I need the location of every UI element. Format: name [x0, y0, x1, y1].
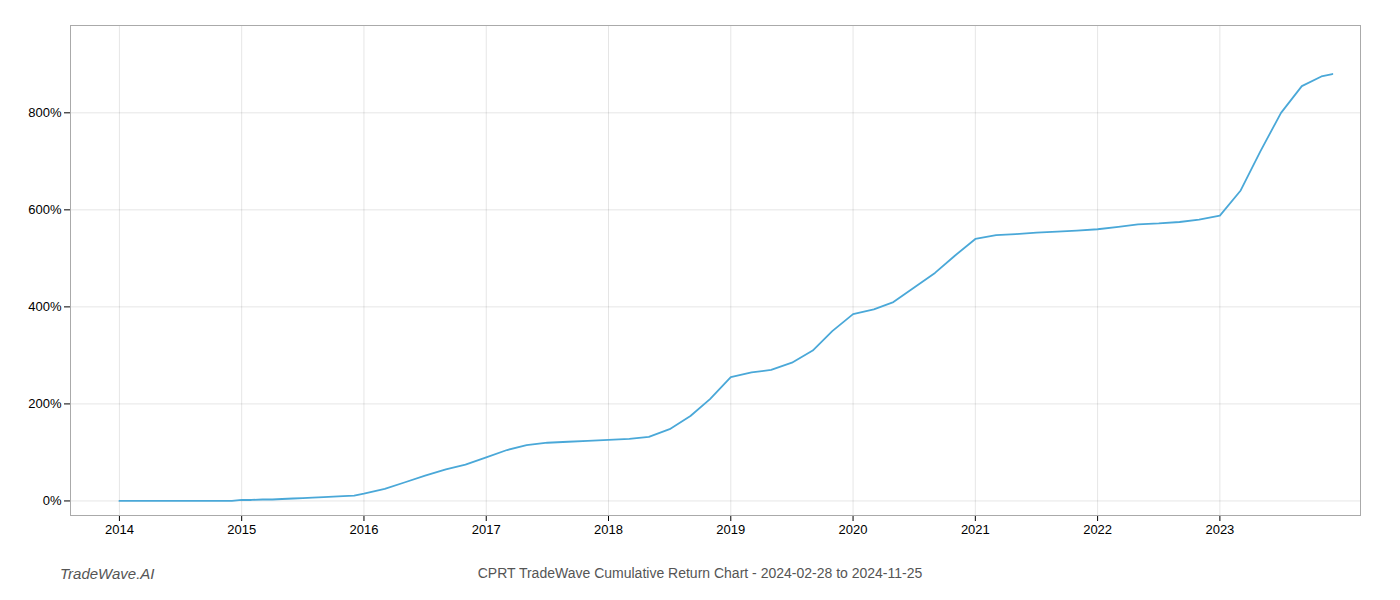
svg-text:600%: 600%: [28, 202, 62, 217]
html-text:TradeWave.AI: TradeWave.AI: [60, 565, 155, 582]
svg-text:2022: 2022: [1083, 522, 1112, 537]
svg-text:0%: 0%: [43, 493, 62, 508]
svg-text:2023: 2023: [1205, 522, 1234, 537]
svg-text:2018: 2018: [594, 522, 623, 537]
svg-text:2015: 2015: [227, 522, 256, 537]
svg-text:2014: 2014: [105, 522, 134, 537]
svg-text:2017: 2017: [472, 522, 501, 537]
svg-text:2020: 2020: [839, 522, 868, 537]
svg-text:400%: 400%: [28, 299, 62, 314]
svg-text:2019: 2019: [716, 522, 745, 537]
svg-text:2016: 2016: [349, 522, 378, 537]
svg-text:800%: 800%: [28, 105, 62, 120]
svg-text:2021: 2021: [961, 522, 990, 537]
html-text:CPRT TradeWave Cumulative Retu: CPRT TradeWave Cumulative Return Chart -…: [477, 565, 923, 581]
svg-text:200%: 200%: [28, 396, 62, 411]
